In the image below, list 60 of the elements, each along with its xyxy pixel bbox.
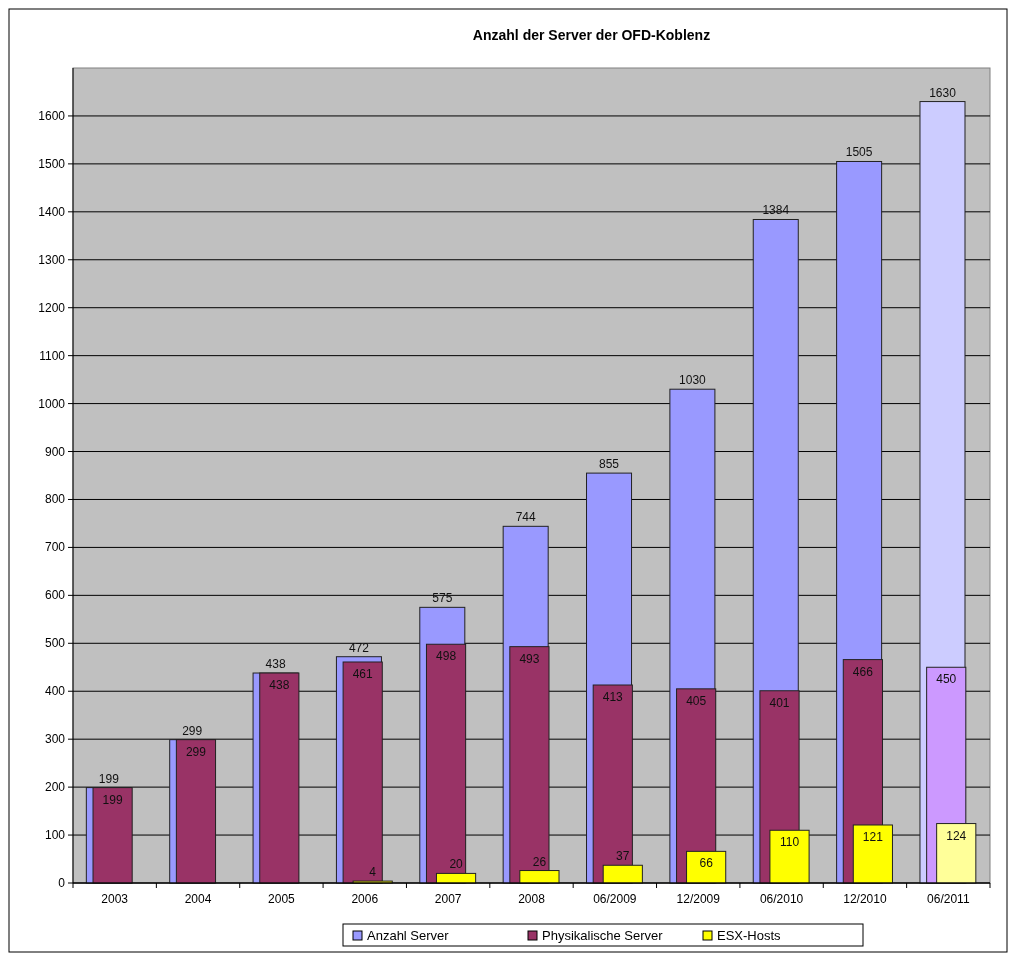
legend-label: Physikalische Server — [542, 928, 664, 943]
legend-label: ESX-Hosts — [717, 928, 782, 943]
y-tick-label: 1000 — [38, 396, 66, 411]
y-tick-label: 400 — [44, 684, 66, 699]
y-tick-label: 100 — [44, 828, 66, 843]
chart-title: Anzahl der Server der OFD-Koblenz — [472, 27, 711, 43]
x-tick-label: 2004 — [184, 892, 212, 906]
data-label: 110 — [779, 835, 800, 850]
y-tick-label: 300 — [44, 732, 66, 747]
data-label: 493 — [519, 651, 540, 666]
y-tick-label: 0 — [58, 876, 66, 890]
data-label: 121 — [862, 829, 884, 844]
data-label: 124 — [946, 828, 967, 843]
data-label: 438 — [269, 678, 290, 693]
x-tick-label: 06/2010 — [759, 892, 804, 906]
data-label: 498 — [436, 649, 457, 664]
y-tick-label: 1300 — [38, 252, 66, 267]
x-tick-label: 12/2010 — [843, 892, 887, 906]
x-tick-label: 2003 — [101, 892, 129, 906]
data-label: 438 — [265, 657, 286, 672]
data-label: 37 — [616, 849, 630, 864]
x-tick-label: 06/2011 — [927, 892, 970, 906]
data-label: 744 — [515, 510, 536, 525]
x-tick-label: 2008 — [518, 892, 546, 906]
data-label: 413 — [602, 690, 624, 704]
data-label: 1630 — [929, 85, 957, 100]
y-tick-label: 700 — [44, 540, 66, 555]
data-label: 450 — [936, 672, 957, 687]
data-label: 199 — [98, 771, 120, 786]
data-label: 401 — [769, 695, 790, 710]
y-tick-label: 1500 — [38, 156, 66, 171]
data-label: 299 — [185, 744, 207, 759]
x-tick-label: 2007 — [434, 892, 462, 906]
y-tick-label: 200 — [44, 780, 66, 795]
data-label: 66 — [699, 856, 714, 871]
x-tick-label: 06/2009 — [593, 892, 637, 906]
legend-label: Anzahl Server — [367, 928, 450, 943]
y-tick-label: 1200 — [38, 300, 66, 315]
x-tick-label: 12/2009 — [676, 892, 721, 906]
data-label: 4 — [369, 865, 377, 880]
y-tick-label: 500 — [44, 636, 66, 651]
data-label: 405 — [686, 693, 707, 708]
data-label: 20 — [449, 857, 464, 872]
y-tick-label: 1400 — [38, 204, 66, 219]
y-tick-label: 800 — [44, 492, 66, 507]
y-tick-label: 600 — [44, 588, 66, 603]
y-tick-label: 1100 — [39, 348, 66, 363]
data-label: 26 — [532, 854, 547, 869]
data-label: 299 — [182, 723, 203, 738]
data-label: 466 — [852, 664, 874, 679]
x-tick-label: 2006 — [351, 892, 379, 906]
x-tick-label: 2005 — [268, 892, 296, 906]
data-label: 461 — [352, 666, 374, 681]
data-label: 855 — [599, 457, 620, 472]
y-tick-label: 900 — [44, 444, 66, 459]
data-label: 1030 — [679, 373, 707, 388]
data-label: 1505 — [845, 145, 873, 160]
y-tick-label: 1600 — [38, 108, 66, 123]
data-label: 472 — [348, 640, 370, 655]
data-label: 199 — [102, 792, 123, 807]
